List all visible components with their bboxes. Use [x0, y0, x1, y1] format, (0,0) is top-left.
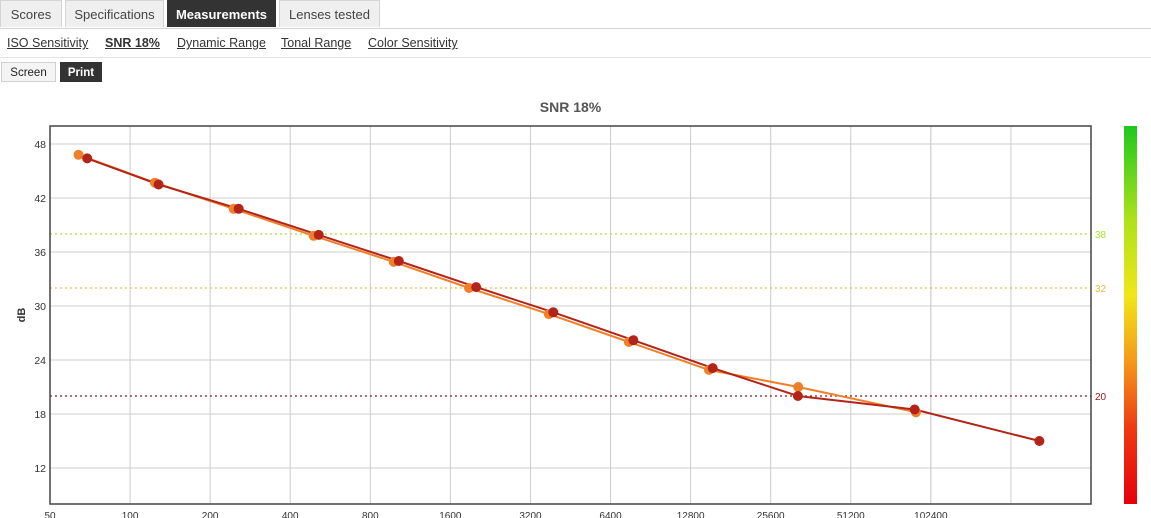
- x-tick-label: 102400: [914, 511, 948, 518]
- plot-border: [49, 125, 1092, 505]
- subnav-dynamic-range[interactable]: Dynamic Range: [177, 36, 266, 50]
- measurement-subnav: ISO Sensitivity SNR 18% Dynamic Range To…: [0, 28, 1151, 58]
- y-tick-label: 48: [34, 139, 46, 151]
- subnav-color-sensitivity[interactable]: Color Sensitivity: [368, 36, 458, 50]
- reference-label: 32: [1095, 284, 1107, 295]
- data-point: [628, 335, 639, 346]
- y-tick-label: 30: [34, 301, 46, 313]
- x-tick-label: 51200: [837, 511, 865, 518]
- subnav-snr-18[interactable]: SNR 18%: [105, 36, 160, 50]
- y-tick-label: 18: [34, 409, 46, 421]
- y-tick-label: 24: [34, 355, 46, 367]
- print-mode-button[interactable]: Print: [60, 62, 102, 82]
- data-point: [793, 382, 804, 392]
- data-point: [73, 149, 84, 160]
- x-tick-label: 3200: [519, 511, 542, 518]
- y-tick-label: 42: [34, 193, 46, 205]
- color-scale-bar: [1124, 126, 1137, 504]
- x-tick-label: 100: [122, 511, 139, 518]
- x-tick-label: 200: [202, 511, 219, 518]
- data-point: [909, 404, 920, 415]
- data-point: [548, 307, 559, 318]
- tab-measurements[interactable]: Measurements: [167, 0, 276, 27]
- data-point: [153, 179, 164, 190]
- reference-label: 38: [1095, 230, 1107, 241]
- reference-label: 20: [1095, 392, 1107, 403]
- plot-area: [50, 126, 1091, 504]
- data-point: [313, 229, 324, 240]
- y-tick-label: 36: [34, 247, 46, 259]
- screen-mode-button[interactable]: Screen: [1, 62, 56, 82]
- tab-bar: Scores Specifications Measurements Lense…: [0, 0, 1151, 29]
- x-tick-label: 400: [282, 511, 299, 518]
- subnav-iso-sensitivity[interactable]: ISO Sensitivity: [7, 36, 89, 50]
- data-point: [82, 153, 93, 164]
- tab-specifications[interactable]: Specifications: [65, 0, 164, 27]
- tab-lenses-tested[interactable]: Lenses tested: [279, 0, 380, 27]
- y-tick-label: 12: [34, 463, 46, 475]
- data-point: [792, 391, 803, 401]
- x-tick-label: 6400: [599, 511, 622, 518]
- x-tick-label: 800: [362, 511, 379, 518]
- data-point: [393, 256, 404, 266]
- data-point: [471, 282, 482, 293]
- x-tick-label: 25600: [757, 511, 785, 518]
- data-point: [707, 363, 718, 374]
- tab-scores[interactable]: Scores: [0, 0, 62, 27]
- data-point: [1034, 436, 1045, 446]
- data-point: [233, 203, 244, 214]
- y-axis-label: dB: [16, 308, 28, 323]
- subnav-tonal-range[interactable]: Tonal Range: [281, 36, 352, 50]
- x-tick-label: 1600: [439, 511, 462, 518]
- chart-title: SNR 18%: [540, 99, 602, 115]
- x-tick-label: 12800: [677, 511, 705, 518]
- snr-chart: SNR 18% 50 100 200 400 800 1600 3200 6400 12800 25…: [16, 99, 1107, 518]
- series-line: [86, 157, 1040, 442]
- x-tick-label: 50: [44, 511, 56, 518]
